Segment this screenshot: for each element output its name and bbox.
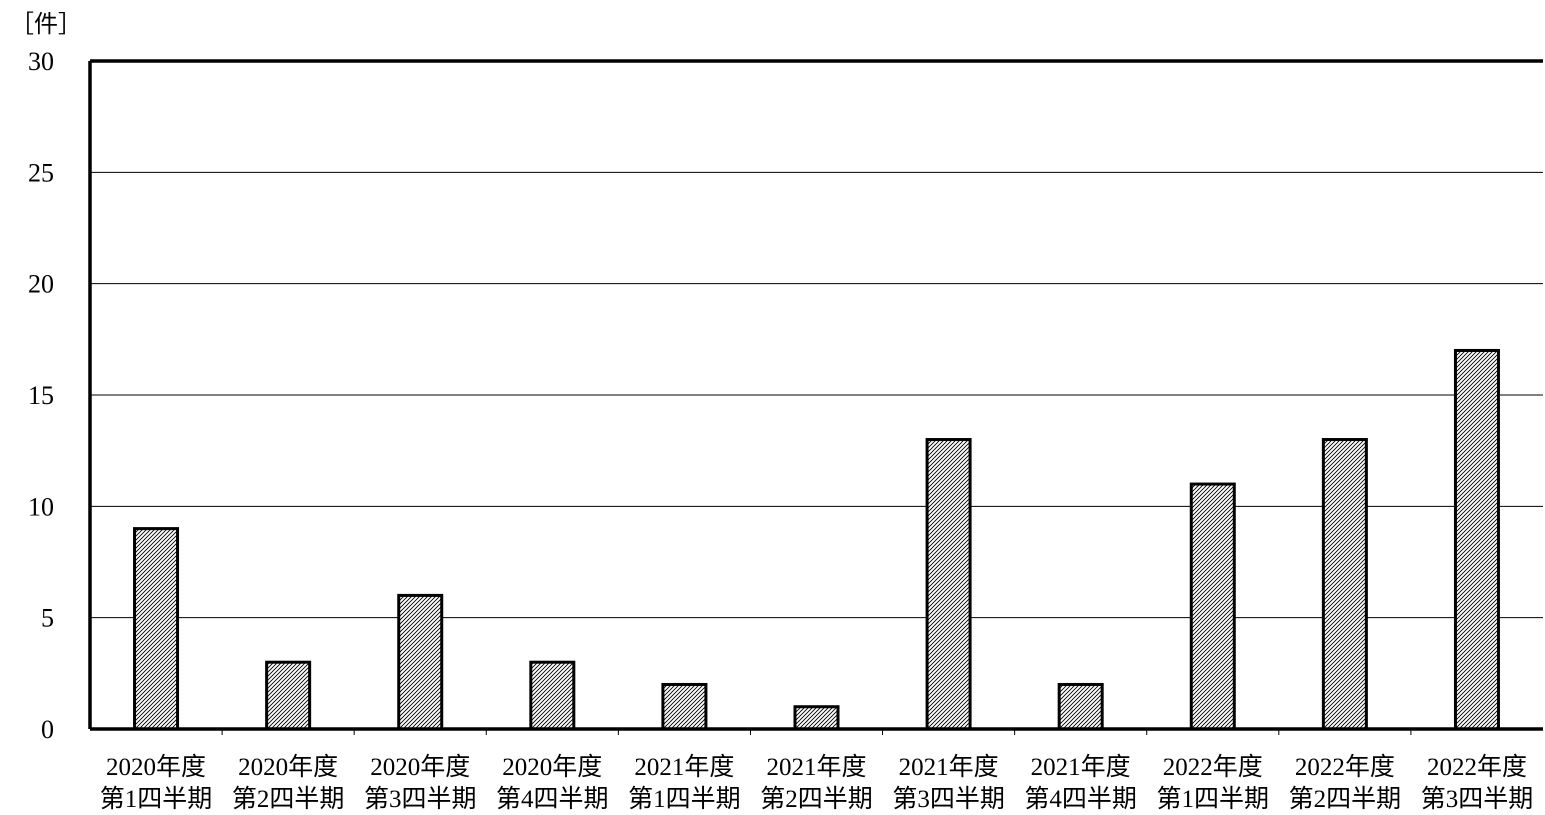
x-tick-label: 第4四半期 [496,785,609,813]
bar [397,593,444,731]
y-tick-label: 25 [28,158,54,187]
bar [133,527,180,731]
y-tick-label: 10 [28,492,54,521]
axes [88,59,1543,735]
y-tick-label: 20 [28,270,54,299]
x-tick-label: 2022年度 [1163,753,1263,781]
x-tick-label: 2022年度 [1295,753,1395,781]
y-tick-label: 0 [41,715,54,744]
gridlines [90,171,1543,619]
bar [925,438,972,731]
x-tick-label: 第1四半期 [100,785,213,813]
y-axis-unit-label: ［件］ [10,11,82,38]
bar [265,660,312,731]
y-tick-label: 5 [41,604,54,633]
x-tick-label: 2020年度 [106,753,206,781]
bar [793,705,840,731]
bars [133,348,1500,731]
x-tick-label: 2020年度 [238,753,338,781]
x-tick-label: 第3四半期 [1421,785,1534,813]
x-tick-label: 2021年度 [899,753,999,781]
bar [1189,482,1236,731]
bar [661,682,708,731]
x-tick-labels: 2020年度第1四半期2020年度第2四半期2020年度第3四半期2020年度第… [100,753,1533,813]
x-tick-label: 第4四半期 [1024,785,1137,813]
x-tick-label: 第1四半期 [1157,785,1270,813]
bar [1057,682,1104,731]
x-tick-label: 第1四半期 [628,785,741,813]
x-tick-label: 第2四半期 [760,785,873,813]
x-tick-label: 第2四半期 [232,785,345,813]
x-tick-label: 第3四半期 [892,785,1005,813]
x-tick-label: 2021年度 [634,753,734,781]
x-tick-label: 第3四半期 [364,785,477,813]
bar [1453,348,1500,731]
x-tick-label: 2020年度 [370,753,470,781]
y-tick-label: 15 [28,381,54,410]
y-tick-label: 30 [28,47,54,76]
x-tick-label: 2021年度 [766,753,866,781]
x-tick-label: 2020年度 [502,753,602,781]
x-tick-label: 第2四半期 [1289,785,1402,813]
x-tick-label: 2021年度 [1031,753,1131,781]
bar [1321,438,1368,731]
x-tick-label: 2022年度 [1427,753,1527,781]
y-tick-labels: 0 5 10 15 20 25 30 [28,47,54,744]
bar [529,660,576,731]
